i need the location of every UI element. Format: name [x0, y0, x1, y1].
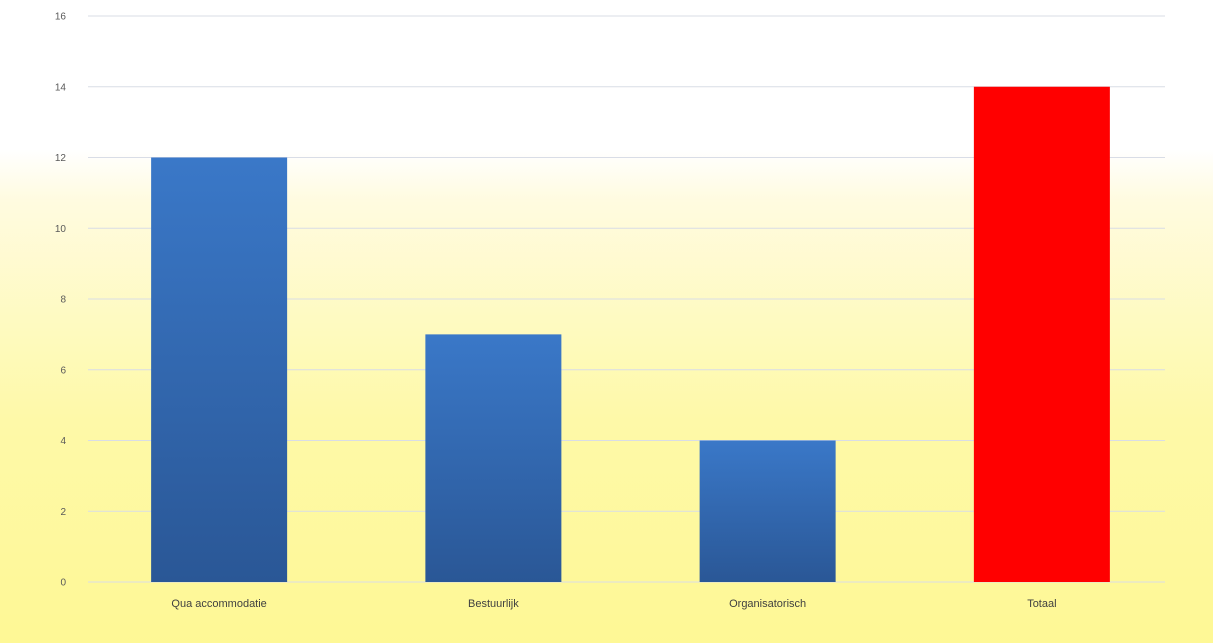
y-axis-tick-labels: 0 2 4 6 8 10 12 14 16 — [55, 12, 67, 589]
bar-totaal — [973, 86, 1110, 582]
x-axis-category-labels: Qua accommodatie Bestuurlijk Organisatoris… — [171, 598, 1056, 610]
y-tick-label: 8 — [60, 295, 66, 306]
y-tick-label: 2 — [60, 507, 66, 518]
x-category-label: Totaal — [1027, 598, 1056, 610]
y-tick-label: 0 — [60, 578, 66, 589]
x-category-label: Qua accommodatie — [171, 598, 266, 610]
bar-bestuurlijk — [425, 334, 562, 582]
x-category-label: Organisatorisch — [729, 598, 806, 610]
y-tick-label: 12 — [55, 153, 67, 164]
x-category-label: Bestuurlijk — [468, 598, 519, 610]
y-tick-label: 16 — [55, 12, 67, 23]
y-tick-label: 4 — [60, 436, 66, 447]
y-tick-label: 14 — [55, 82, 67, 93]
bars — [151, 86, 1110, 582]
y-tick-label: 10 — [55, 224, 67, 235]
y-tick-label: 6 — [60, 365, 66, 376]
bar-qua-accommodatie — [151, 157, 288, 582]
bar-organisatorisch — [699, 440, 836, 582]
